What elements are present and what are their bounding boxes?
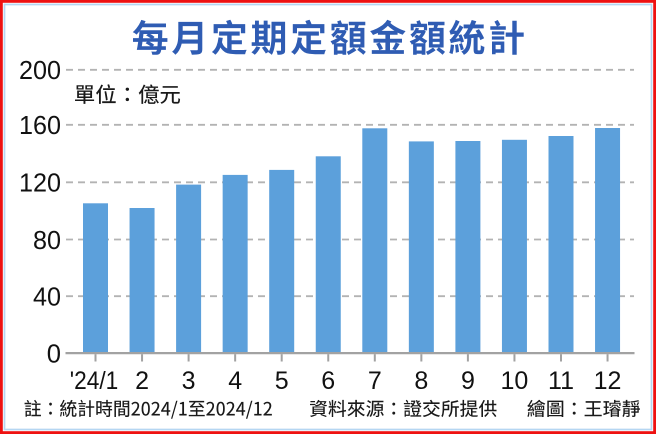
svg-text:7: 7 (368, 367, 382, 395)
svg-text:8: 8 (414, 367, 428, 395)
svg-text:2: 2 (135, 367, 149, 395)
svg-text:4: 4 (228, 367, 242, 395)
svg-text:3: 3 (182, 367, 196, 395)
svg-text:160: 160 (19, 112, 61, 140)
svg-text:11: 11 (548, 367, 574, 395)
svg-text:10: 10 (501, 367, 529, 395)
svg-text:40: 40 (33, 284, 61, 312)
svg-text:'24/1: '24/1 (70, 367, 119, 395)
svg-text:5: 5 (275, 367, 289, 395)
svg-text:12: 12 (594, 367, 622, 395)
svg-text:200: 200 (19, 57, 61, 85)
svg-text:120: 120 (19, 170, 61, 198)
svg-text:6: 6 (321, 367, 335, 395)
svg-text:80: 80 (33, 227, 61, 255)
svg-text:0: 0 (47, 340, 61, 368)
svg-text:9: 9 (461, 367, 475, 395)
